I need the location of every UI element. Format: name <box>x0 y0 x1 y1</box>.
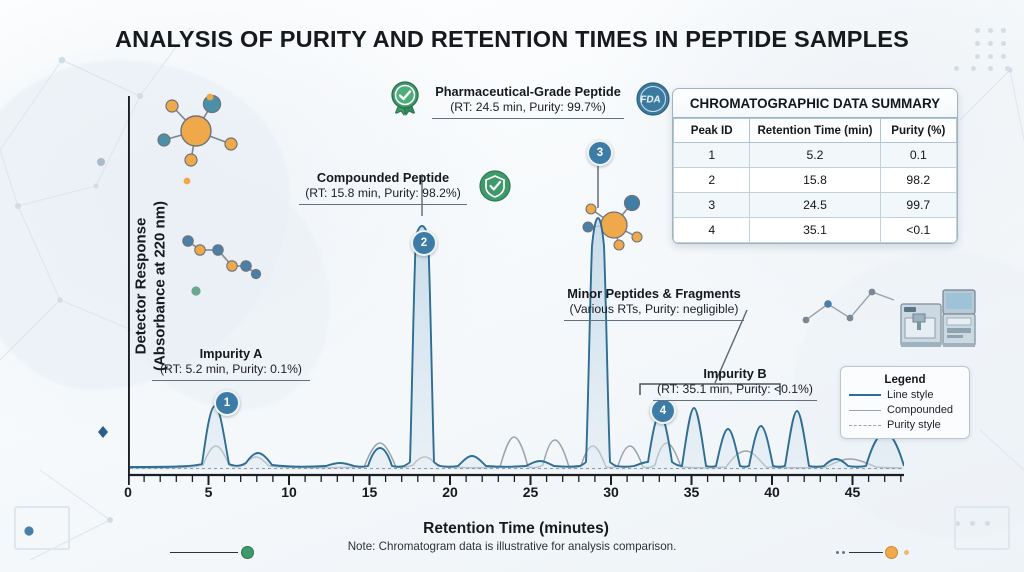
legend-swatch-solid-blue <box>849 394 881 396</box>
table-row[interactable]: 1 5.2 0.1 <box>673 142 957 168</box>
corner-frame-bottom-right <box>954 506 1010 550</box>
cell-purity: 98.2 <box>879 167 957 193</box>
x-tick-40: 40 <box>764 484 780 500</box>
chromatographic-data-table: CHROMATOGRAPHIC DATA SUMMARY Peak ID Ret… <box>672 88 958 244</box>
peak-marker-1[interactable]: 1 <box>214 390 240 416</box>
callout-minor-sub: (Various RTs, Purity: negligible) <box>569 301 739 316</box>
legend-label-line-style: Line style <box>887 389 934 401</box>
minor-peaks-bracket <box>639 383 781 395</box>
dot-grid-bottom-right <box>955 521 990 526</box>
legend-label-purity-style: Purity style <box>887 419 941 431</box>
callout-minor-title: Minor Peptides & Fragments <box>567 286 741 301</box>
th-peak-id: Peak ID <box>673 118 751 143</box>
peak-marker-3[interactable]: 3 <box>587 140 613 166</box>
callout-pharma-title: Pharmaceutical-Grade Peptide <box>435 84 621 99</box>
cell-retention-time: 15.8 <box>749 167 881 193</box>
x-tick-45: 45 <box>844 484 861 500</box>
leader-minor <box>714 309 748 384</box>
legend-swatch-solid-gray <box>849 409 881 411</box>
footer-decoration-left <box>170 546 254 559</box>
callout-impurity-b-sub: (RT: 35.1 min, Purity: <0.1%) <box>657 381 813 396</box>
x-tick-10: 10 <box>281 484 297 500</box>
th-retention-time: Retention Time (min) <box>749 118 881 143</box>
shield-check-icon <box>479 170 511 202</box>
peak-marker-4[interactable]: 4 <box>650 398 676 424</box>
cell-peak-id: 2 <box>673 167 751 193</box>
callout-pharmaceutical-grade[interactable]: FDA Pharmaceutical-Grade Peptide (RT: 24… <box>391 81 670 120</box>
background-blob-center <box>120 180 330 410</box>
cell-peak-id: 3 <box>673 192 751 218</box>
callout-pharma-rule <box>432 117 624 120</box>
cell-peak-id: 1 <box>673 142 751 168</box>
legend-item-line-style[interactable]: Line style <box>849 389 961 401</box>
x-tick-15: 15 <box>361 484 378 500</box>
cell-retention-time: 5.2 <box>749 142 881 168</box>
callout-minor-peptides[interactable]: Minor Peptides & Fragments (Various RTs,… <box>564 286 744 322</box>
chart-legend: Legend Line style Compounded Purity styl… <box>840 366 970 439</box>
callout-impurity-b[interactable]: Impurity B (RT: 35.1 min, Purity: <0.1%) <box>653 366 817 402</box>
cell-purity: <0.1 <box>879 217 957 243</box>
x-tick-0: 0 <box>124 484 132 500</box>
trace-main-fill <box>130 218 904 470</box>
fda-seal-text: FDA <box>639 95 661 106</box>
hplc-instrument-icon <box>900 289 976 347</box>
fda-seal-icon: FDA <box>636 82 670 116</box>
table-row[interactable]: 4 35.1 <0.1 <box>673 217 957 243</box>
x-tick-5: 5 <box>204 484 213 500</box>
callout-compounded-peptide[interactable]: Compounded Peptide (RT: 15.8 min, Purity… <box>299 170 511 206</box>
callout-impurity-b-title: Impurity B <box>703 366 767 381</box>
callout-impurity-a-sub: (RT: 5.2 min, Purity: 0.1%) <box>159 361 302 376</box>
peak-marker-2[interactable]: 2 <box>411 230 437 256</box>
x-tick-35: 35 <box>683 484 700 500</box>
footer-decoration-right <box>836 546 909 559</box>
table-header-row: Peak ID Retention Time (min) Purity (%) <box>673 118 957 143</box>
legend-swatch-dashed-gray <box>849 424 881 426</box>
callout-impurity-a[interactable]: Impurity A (RT: 5.2 min, Purity: 0.1%) <box>152 346 310 382</box>
cell-purity: 0.1 <box>879 142 957 168</box>
legend-item-compounded[interactable]: Compounded <box>849 404 961 416</box>
callout-impurity-b-rule <box>653 399 817 402</box>
callout-impurity-a-rule <box>152 379 310 382</box>
x-tick-25: 25 <box>522 484 539 500</box>
x-axis-major-ticks <box>128 475 854 485</box>
callout-minor-rule <box>564 319 744 322</box>
table-row[interactable]: 3 24.5 99.7 <box>673 192 957 218</box>
cell-retention-time: 24.5 <box>749 192 881 218</box>
dot-grid-top-right <box>975 28 1006 59</box>
callout-compounded-sub: (RT: 15.8 min, Purity: 98.2%) <box>305 185 461 200</box>
callout-compounded-title: Compounded Peptide <box>316 170 450 185</box>
cell-retention-time: 35.1 <box>749 217 881 243</box>
legend-title: Legend <box>884 373 926 386</box>
y-axis-label-line1: Detector Response <box>132 217 150 354</box>
table-caption: CHROMATOGRAPHIC DATA SUMMARY <box>673 89 957 118</box>
corner-frame-bottom-left <box>14 506 70 550</box>
x-axis-label: Retention Time (minutes) <box>423 520 609 537</box>
trace-main-line <box>129 217 904 468</box>
callout-compounded-rule <box>299 203 467 206</box>
chromatogram-plot: Detector Response (Absorbance at 220 nm)… <box>124 96 904 537</box>
th-purity: Purity (%) <box>879 118 957 143</box>
table-row[interactable]: 2 15.8 98.2 <box>673 167 957 193</box>
chromatogram-traces <box>128 96 904 485</box>
x-tick-20: 20 <box>442 484 458 500</box>
cell-purity: 99.7 <box>879 192 957 218</box>
legend-label-compounded: Compounded <box>887 404 954 416</box>
cell-peak-id: 4 <box>673 217 751 243</box>
callout-pharma-sub: (RT: 24.5 min, Purity: 99.7%) <box>450 99 606 114</box>
rosette-award-icon <box>391 81 419 116</box>
callout-impurity-a-title: Impurity A <box>199 346 263 361</box>
x-axis-minor-ticks <box>143 475 902 482</box>
page-title: ANALYSIS OF PURITY AND RETENTION TIMES I… <box>115 26 909 52</box>
legend-item-purity-style[interactable]: Purity style <box>849 419 961 431</box>
x-tick-30: 30 <box>603 484 619 500</box>
dot-grid-top-right-sparse <box>954 66 1010 71</box>
data-table: Peak ID Retention Time (min) Purity (%) … <box>673 118 957 243</box>
footnote: Note: Chromatogram data is illustrative … <box>347 540 677 553</box>
